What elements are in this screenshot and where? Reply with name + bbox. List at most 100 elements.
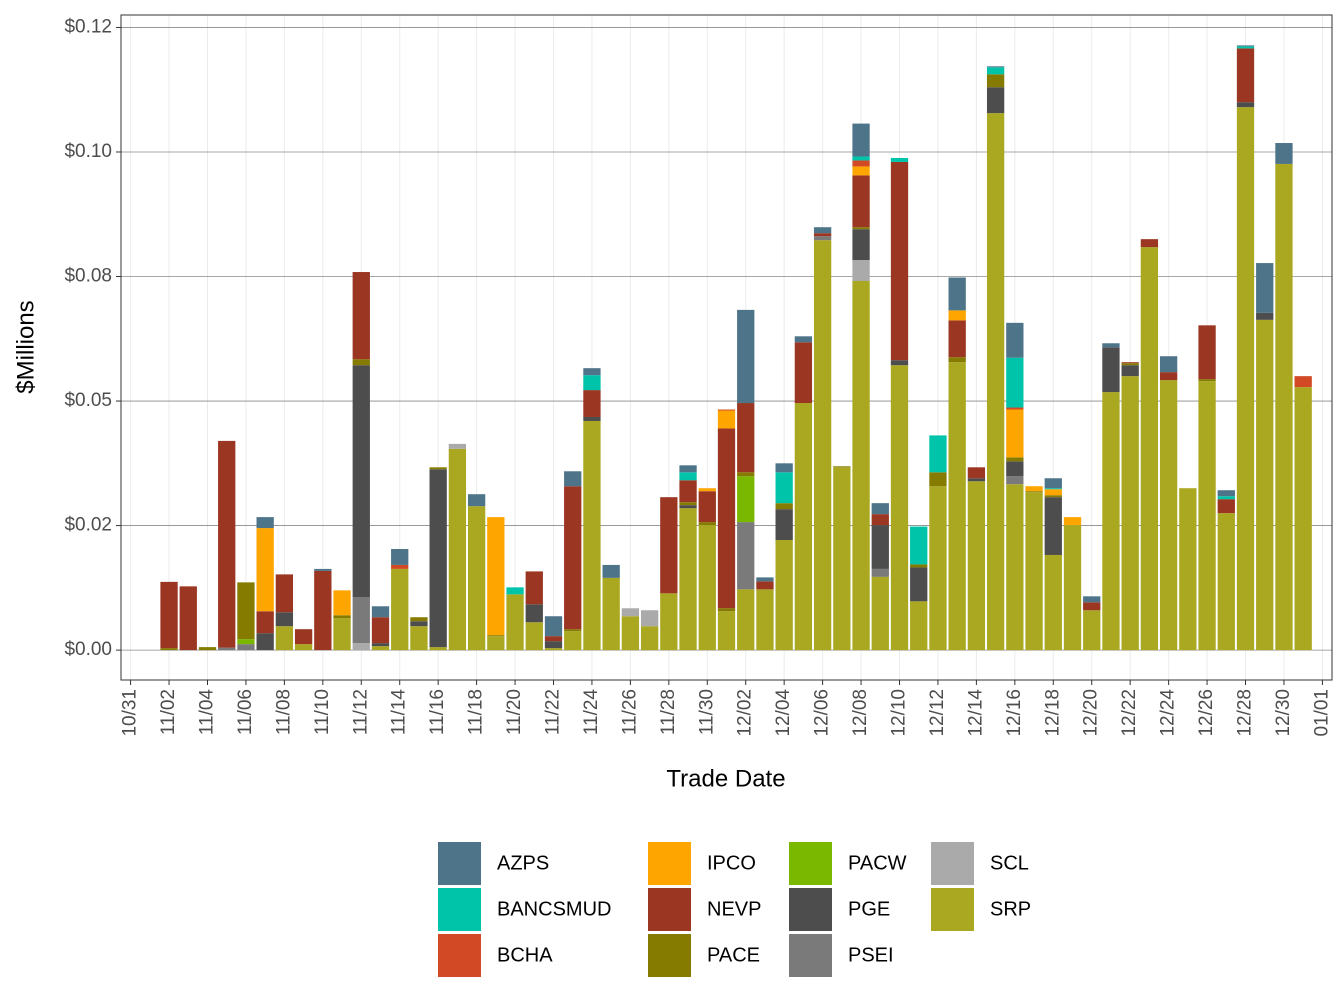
bar-segment xyxy=(1140,239,1159,248)
bar-segment xyxy=(833,466,851,468)
bar-segment xyxy=(852,175,870,228)
y-tick-label: $0.12 xyxy=(64,16,112,37)
y-tick-label: $0.10 xyxy=(64,141,112,162)
bar-segment xyxy=(1121,365,1139,377)
bar-segment xyxy=(794,342,813,404)
bar-segment xyxy=(929,486,947,651)
bar-segment xyxy=(1159,380,1178,651)
bar-segment xyxy=(294,629,313,645)
bar-segment xyxy=(1006,357,1024,408)
bar-segment xyxy=(871,514,889,526)
bar-segment xyxy=(1121,376,1139,651)
bar-segment xyxy=(256,633,274,651)
bar-segment xyxy=(352,272,370,360)
bar-segment xyxy=(333,618,351,651)
bar-segment xyxy=(756,589,774,651)
bar-segment xyxy=(1159,372,1178,381)
bar-segment xyxy=(910,601,928,651)
bar-segment xyxy=(467,494,486,507)
bar-segment xyxy=(1044,478,1062,489)
bar-segment xyxy=(218,647,236,651)
bar-segment xyxy=(1121,362,1139,364)
bar-segment xyxy=(237,644,255,651)
bar-segment xyxy=(679,508,697,651)
bar-segment xyxy=(1256,312,1274,320)
bar-segment xyxy=(314,568,332,571)
x-tick-label: 11/18 xyxy=(466,689,487,735)
x-tick-label: 10/31 xyxy=(120,689,141,737)
bar-segment xyxy=(352,597,370,644)
bar-segment xyxy=(391,548,409,565)
bar-segment xyxy=(1044,489,1062,496)
bar-segment xyxy=(871,525,889,569)
bar-segment xyxy=(660,593,678,651)
bar-segment xyxy=(506,594,524,651)
y-tick-label: $0.08 xyxy=(64,266,112,287)
bar-segment xyxy=(1236,48,1255,103)
bar-segment xyxy=(929,435,947,473)
bar-segment xyxy=(544,616,563,637)
bar-segment xyxy=(1198,379,1216,382)
bar-segment xyxy=(487,636,505,651)
bar-segment xyxy=(948,310,966,321)
bar-segment xyxy=(640,626,659,651)
bar-segment xyxy=(948,362,966,651)
x-tick-label: 12/02 xyxy=(735,689,756,737)
bar-segment xyxy=(256,611,274,634)
x-tick-label: 11/06 xyxy=(235,689,256,735)
x-tick-label: 11/20 xyxy=(504,689,525,735)
legend-label: BCHA xyxy=(497,944,553,966)
bar-segment xyxy=(852,156,870,161)
bar-segment xyxy=(1159,356,1178,373)
bar-segment xyxy=(160,581,178,649)
bar-segment xyxy=(410,626,428,651)
bar-segment xyxy=(1006,457,1024,462)
bar-segment xyxy=(948,320,966,358)
bar-segment xyxy=(391,564,409,569)
bar-segment xyxy=(1179,488,1197,651)
x-tick-label: 12/16 xyxy=(1004,689,1025,737)
bar-segment xyxy=(717,611,736,651)
bar-segment xyxy=(564,471,582,487)
legend-label: PACE xyxy=(707,944,760,966)
bar-segment xyxy=(333,590,351,616)
x-tick-label: 11/28 xyxy=(658,689,679,735)
bar-segment xyxy=(429,469,447,648)
bar-segment xyxy=(525,571,543,605)
bar-segment xyxy=(852,281,870,651)
bar-segment xyxy=(794,336,813,343)
y-tick-label: $0.05 xyxy=(64,390,112,411)
bar-segment xyxy=(660,497,678,594)
bar-segment xyxy=(544,636,563,642)
bar-segment xyxy=(448,443,467,449)
bar-segment xyxy=(487,635,505,637)
bar-segment xyxy=(1006,409,1024,458)
x-tick-label: 12/10 xyxy=(889,689,910,737)
bar-segment xyxy=(794,403,813,651)
bar-segment xyxy=(1217,496,1235,500)
x-tick-label: 12/22 xyxy=(1119,689,1140,737)
bar-segment xyxy=(237,639,255,645)
bar-segment xyxy=(1294,387,1312,651)
bar-segment xyxy=(237,582,255,640)
bar-segment xyxy=(737,476,755,523)
bar-segment xyxy=(1025,491,1043,493)
bar-segment xyxy=(967,481,986,651)
bar-segment xyxy=(1044,495,1062,498)
x-tick-label: 11/30 xyxy=(696,689,717,735)
bar-segment xyxy=(410,621,428,627)
bar-segment xyxy=(583,368,601,376)
x-tick-label: 11/02 xyxy=(158,689,179,735)
bar-segment xyxy=(179,586,197,651)
bar-segment xyxy=(775,472,793,504)
legend-label: PGE xyxy=(848,898,890,920)
bar-segment xyxy=(1217,499,1235,514)
bar-segment xyxy=(852,123,870,157)
bar-segment xyxy=(986,66,1005,68)
bar-segment xyxy=(679,472,697,481)
bar-segment xyxy=(371,606,390,618)
bar-segment xyxy=(871,568,889,577)
bar-segment xyxy=(1275,143,1293,164)
bar-segment xyxy=(1217,513,1235,651)
legend-key xyxy=(648,934,691,977)
